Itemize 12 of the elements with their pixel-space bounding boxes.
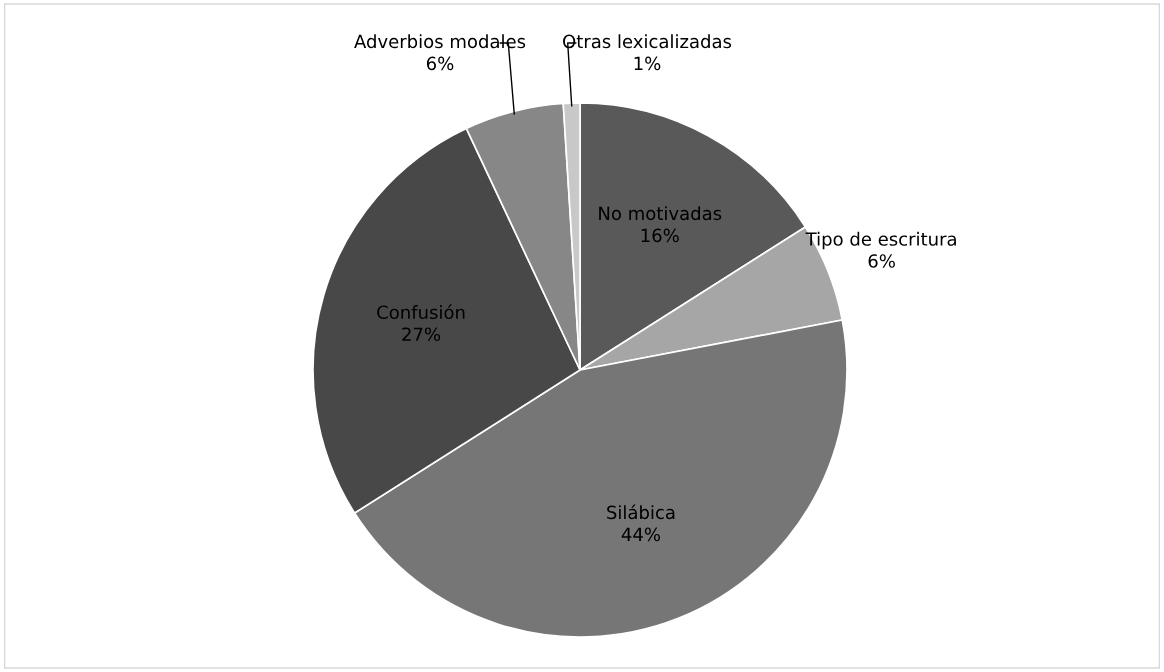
data-label: 1% bbox=[634, 56, 661, 71]
slice-label: No motivadas bbox=[599, 206, 722, 221]
data-label: 27% bbox=[402, 327, 441, 342]
slice-label: Silábica bbox=[607, 504, 675, 520]
slice-label: Tipo de escritura bbox=[805, 231, 956, 250]
data-label: 6% bbox=[426, 56, 454, 71]
data-label: 16% bbox=[641, 228, 679, 243]
data-label: 6% bbox=[868, 254, 895, 268]
slice-label: Otras lexicalizadas bbox=[563, 34, 732, 49]
slice-label: Confusión bbox=[377, 304, 465, 320]
data-label: 44% bbox=[621, 527, 661, 542]
slice-label: Adverbios modales bbox=[354, 34, 526, 49]
